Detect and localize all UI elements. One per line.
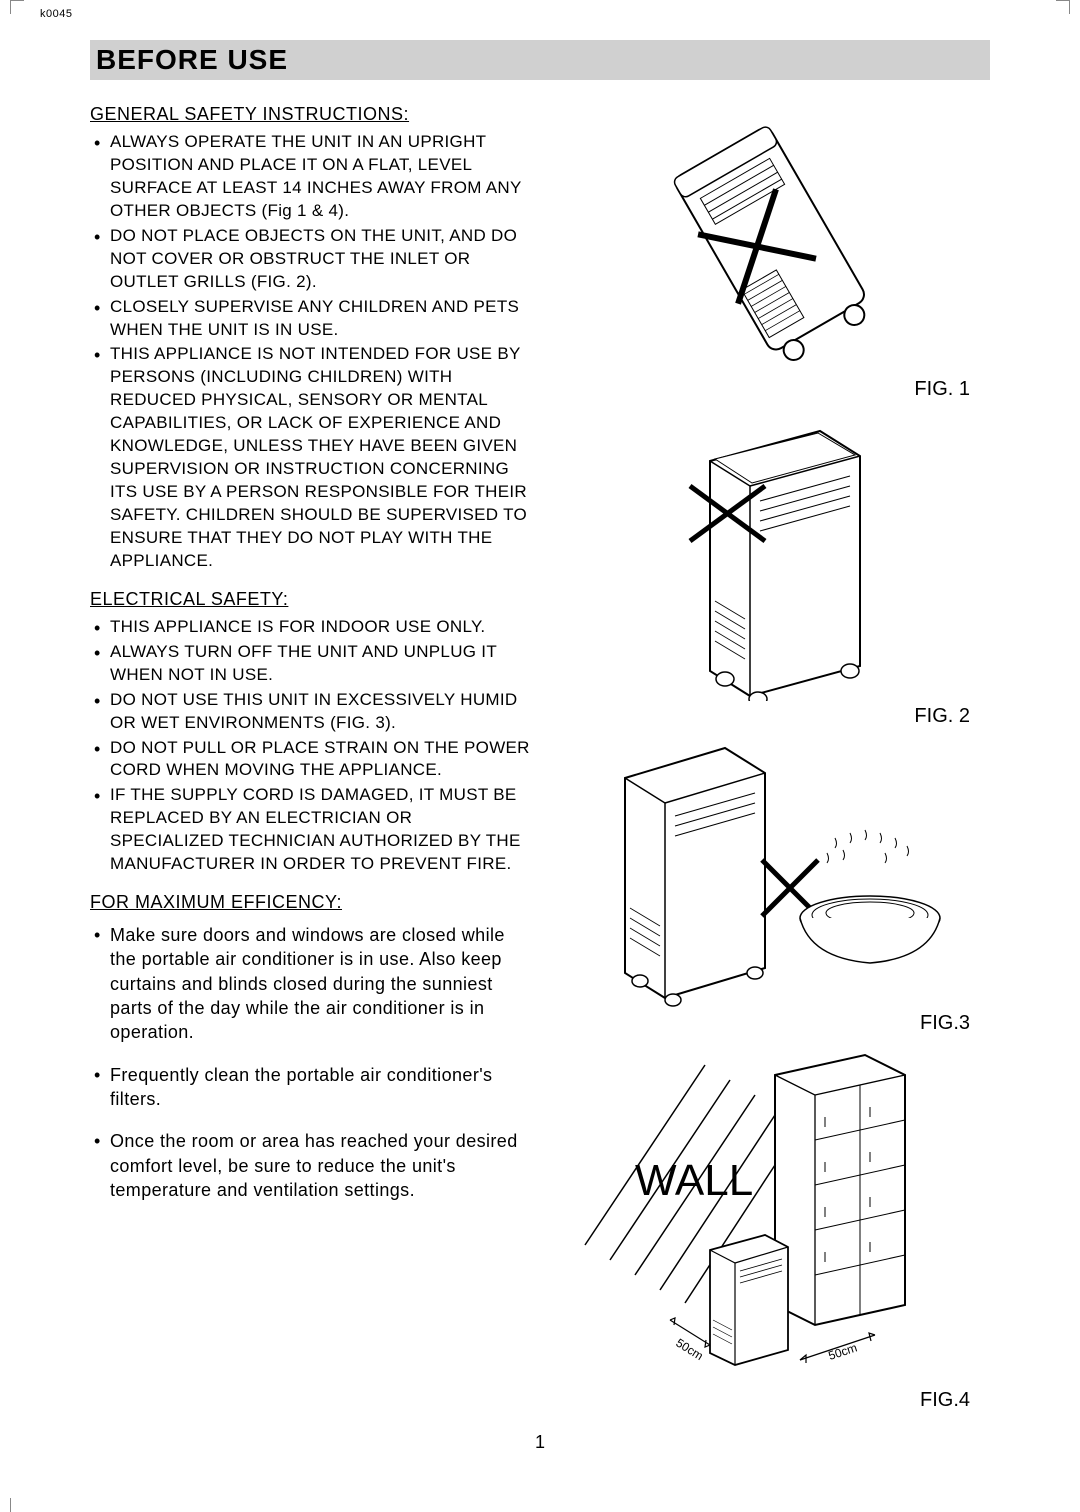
- list-item: THIS APPLIANCE IS NOT INTENDED FOR USE B…: [90, 343, 530, 572]
- list-item: ALWAYS TURN OFF THE UNIT AND UNPLUG IT W…: [90, 641, 530, 687]
- page-number: 1: [90, 1432, 990, 1453]
- figure-1: FIG. 1: [560, 104, 990, 401]
- list-item: Make sure doors and windows are closed w…: [90, 923, 530, 1044]
- crop-mark: [10, 0, 24, 14]
- fig1-caption: FIG. 1: [914, 378, 970, 401]
- figure-column: FIG. 1: [560, 104, 990, 1412]
- page-title: BEFORE USE: [96, 44, 984, 76]
- list-item: Frequently clean the portable air condit…: [90, 1063, 530, 1112]
- efficiency-list: Make sure doors and windows are closed w…: [90, 923, 530, 1202]
- list-item: Once the room or area has reached your d…: [90, 1129, 530, 1202]
- figure-3: FIG.3: [560, 738, 990, 1035]
- document-id: k0045: [40, 8, 72, 20]
- list-item: DO NOT USE THIS UNIT IN EXCESSIVELY HUMI…: [90, 689, 530, 735]
- distance-label-2: 50cm: [827, 1340, 859, 1362]
- list-item: DO NOT PLACE OBJECTS ON THE UNIT, AND DO…: [90, 225, 530, 294]
- crop-mark: [10, 1498, 24, 1512]
- general-safety-title: GENERAL SAFETY INSTRUCTIONS:: [90, 104, 530, 125]
- list-item: THIS APPLIANCE IS FOR INDOOR USE ONLY.: [90, 616, 530, 639]
- fig3-caption: FIG.3: [920, 1012, 970, 1035]
- fig4-caption: FIG.4: [920, 1389, 970, 1412]
- list-item: CLOSELY SUPERVISE ANY CHILDREN AND PETS …: [90, 296, 530, 342]
- fig2-illustration: [620, 411, 930, 701]
- fig3-illustration: [585, 738, 965, 1008]
- electrical-safety-title: ELECTRICAL SAFETY:: [90, 589, 530, 610]
- figure-4: WALL: [560, 1045, 990, 1412]
- crop-mark: [1056, 0, 1070, 14]
- efficiency-title: FOR MAXIMUM EFFICENCY:: [90, 892, 530, 913]
- figure-2: FIG. 2: [560, 411, 990, 728]
- electrical-safety-list: THIS APPLIANCE IS FOR INDOOR USE ONLY. A…: [90, 616, 530, 876]
- wall-label: WALL: [635, 1156, 753, 1205]
- general-safety-list: ALWAYS OPERATE THE UNIT IN AN UPRIGHT PO…: [90, 131, 530, 573]
- fig1-illustration: [620, 104, 930, 374]
- fig2-caption: FIG. 2: [914, 705, 970, 728]
- section-heading-bar: BEFORE USE: [90, 40, 990, 80]
- two-column-layout: GENERAL SAFETY INSTRUCTIONS: ALWAYS OPER…: [90, 104, 990, 1412]
- fig4-illustration: WALL: [575, 1045, 975, 1385]
- list-item: DO NOT PULL OR PLACE STRAIN ON THE POWER…: [90, 737, 530, 783]
- list-item: IF THE SUPPLY CORD IS DAMAGED, IT MUST B…: [90, 784, 530, 876]
- list-item: ALWAYS OPERATE THE UNIT IN AN UPRIGHT PO…: [90, 131, 530, 223]
- text-column: GENERAL SAFETY INSTRUCTIONS: ALWAYS OPER…: [90, 104, 530, 1412]
